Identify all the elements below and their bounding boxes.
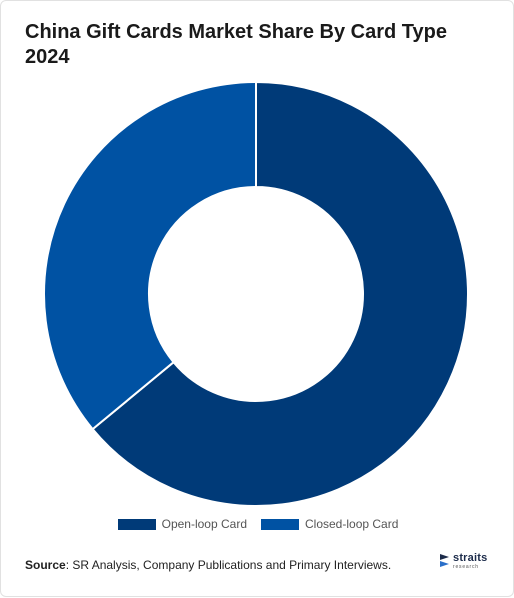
chart-legend: Open-loop Card Closed-loop Card xyxy=(1,517,514,531)
source-label: Source xyxy=(25,558,66,572)
legend-swatch xyxy=(117,518,156,530)
logo-name: straits xyxy=(453,552,488,564)
legend-swatch xyxy=(261,518,299,530)
logo-sub: research xyxy=(453,564,479,570)
slice-closed-loop-card xyxy=(43,80,257,431)
source-text: SR Analysis, Company Publications and Pr… xyxy=(72,558,392,572)
source-colon: : xyxy=(65,558,73,572)
legend-item-closed-loop-card[interactable]: Closed-loop Card xyxy=(261,517,398,531)
slice-open-loop-card xyxy=(91,80,469,507)
straits-logo-icon xyxy=(440,554,449,567)
straits-logo: straits research xyxy=(439,552,487,575)
chart-title: China Gift Cards Market Share By Card Ty… xyxy=(25,21,447,68)
source-note: Source: SR Analysis, Company Publication… xyxy=(25,558,391,572)
legend-label: Closed-loop Card xyxy=(305,517,399,531)
legend-label: Open-loop Card xyxy=(161,517,247,531)
legend-item-open-loop-card[interactable]: Open-loop Card xyxy=(117,517,247,531)
